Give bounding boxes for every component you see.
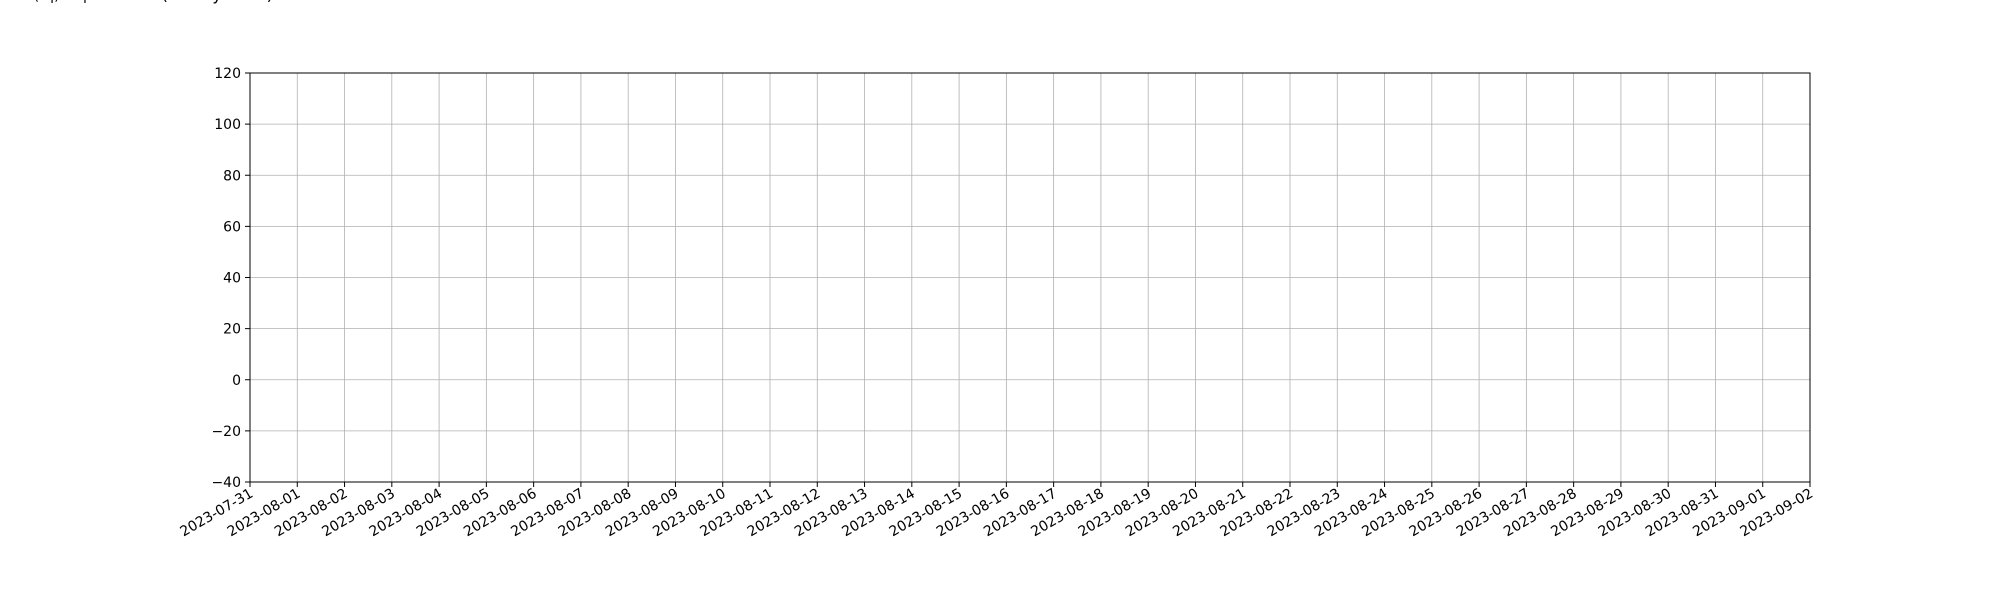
y-tick-label: 40 xyxy=(223,271,241,287)
legend: Air TemperatureF Surface TemperatureF xyxy=(0,0,149,4)
x-axis-ticks: 2023-07-312023-08-012023-08-022023-08-03… xyxy=(178,482,1816,540)
y-tick-label: 120 xyxy=(214,66,241,82)
y-tick-label: 80 xyxy=(223,168,241,184)
y-tick-label: −20 xyxy=(211,424,241,440)
chart-title: Air and Surface Temperature for Kenosha … xyxy=(0,0,273,4)
y-axis-title: Temperature (°F) xyxy=(0,0,60,4)
y-tick-label: 0 xyxy=(232,373,241,389)
grid xyxy=(249,72,1811,483)
y-axis-ticks: −40 −20 0 20 40 60 80 100 120 xyxy=(211,66,250,491)
y-tick-label: −40 xyxy=(211,475,241,491)
x-axis-title: Time xyxy=(0,0,17,4)
y-tick-label: 100 xyxy=(214,117,241,133)
y-tick-label: 60 xyxy=(223,219,241,235)
legend-label-air: Air TemperatureF xyxy=(0,0,116,4)
legend-label-surface: Surface TemperatureF xyxy=(0,0,149,4)
y-tick-label: 20 xyxy=(223,322,241,338)
